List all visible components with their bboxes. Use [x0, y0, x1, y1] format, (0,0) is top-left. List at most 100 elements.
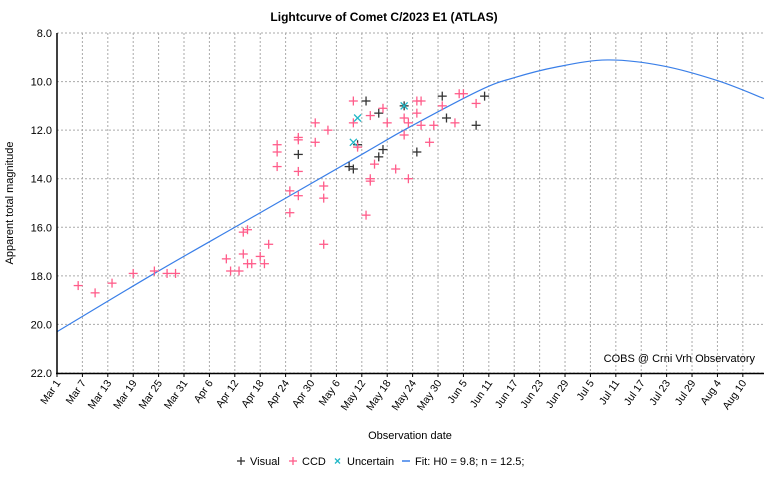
- ccd-point: [450, 118, 460, 128]
- x-tick-label: Mar 1: [38, 378, 63, 407]
- ccd-point: [416, 96, 426, 106]
- ccd-point: [243, 225, 253, 235]
- x-tick-label: May 6: [317, 378, 343, 408]
- ccd-point: [285, 186, 295, 196]
- x-tick-label: Jul 11: [597, 378, 623, 407]
- ccd-point: [272, 147, 282, 157]
- uncertain-point: [400, 101, 409, 110]
- visual-point: [348, 164, 358, 174]
- ccd-point: [247, 259, 257, 269]
- visual-point: [441, 113, 451, 123]
- ccd-point: [323, 125, 333, 135]
- y-axis-label: Apparent total magnitude: [4, 142, 16, 265]
- x-tick-label: Jun 29: [544, 378, 572, 411]
- y-tick-label: 8.0: [37, 28, 52, 40]
- ccd-point: [238, 227, 248, 237]
- ccd-point: [319, 193, 329, 203]
- y-tick-label: 12.0: [31, 125, 52, 137]
- ccd-point: [391, 164, 401, 174]
- ccd-point: [259, 259, 269, 269]
- ccd-point: [293, 191, 303, 201]
- marker-stroke: [400, 101, 409, 110]
- annotation-watermark: COBS @ Crni Vrh Observatory: [604, 353, 756, 365]
- ccd-point: [310, 137, 320, 147]
- x-tick-label: Apr 30: [290, 378, 318, 410]
- marker-stroke: [349, 138, 358, 147]
- visual-point: [361, 96, 371, 106]
- ccd-point: [264, 239, 274, 249]
- grid: [56, 32, 764, 374]
- visual-point: [437, 91, 447, 101]
- visual-point: [293, 149, 303, 159]
- visual-point: [374, 108, 384, 118]
- ccd-point: [425, 137, 435, 147]
- chart-title: Lightcurve of Comet C/2023 E1 (ATLAS): [270, 10, 497, 24]
- ccd-point: [365, 176, 375, 186]
- x-tick-label: Mar 13: [86, 378, 115, 412]
- ccd-point: [365, 111, 375, 121]
- ccd-point: [412, 108, 422, 118]
- ccd-point: [319, 181, 329, 191]
- x-tick-label: May 24: [389, 378, 419, 413]
- ccd-point: [403, 118, 413, 128]
- uncertain-point: [353, 114, 362, 122]
- visual-point: [378, 145, 388, 155]
- marker-stroke: [353, 114, 362, 122]
- x-axis-label: Observation date: [368, 430, 452, 442]
- ccd-point: [90, 288, 100, 298]
- ccd-point: [285, 208, 295, 218]
- x-tick-label: Jun 17: [493, 378, 521, 411]
- ccd-point: [399, 113, 409, 123]
- x-tick-label: Jul 5: [574, 378, 597, 403]
- ccd-point: [272, 162, 282, 172]
- ccd-point: [255, 251, 265, 261]
- uncertain-point: [349, 138, 358, 147]
- ccd-point: [458, 89, 468, 99]
- y-tick-labels: 8.0 10.0 12.0 14.0 16.0 18.0 20.0 22.0: [31, 28, 52, 380]
- legend: Visual CCD Uncertain Fit: H0 = 9.8; n = 12.…: [237, 456, 524, 468]
- y-tick-label: 16.0: [31, 222, 52, 234]
- x-tick-label: Aug 10: [720, 378, 749, 412]
- visual-point: [412, 147, 422, 157]
- ccd-point: [382, 118, 392, 128]
- fit-curve: [56, 59, 765, 333]
- ccd-point: [73, 281, 83, 291]
- ccd-point: [149, 266, 159, 276]
- x-tick-label: Mar 19: [111, 378, 140, 412]
- ccd-point: [399, 130, 409, 140]
- x-tick-label: May 12: [339, 378, 369, 413]
- x-tick-label: Jun 23: [518, 378, 546, 411]
- ccd-point: [238, 249, 248, 259]
- ccd-point: [226, 266, 236, 276]
- ccd-point: [403, 174, 413, 184]
- ccd-point: [370, 159, 380, 169]
- y-tick-label: 18.0: [31, 271, 52, 283]
- ccd-point: [378, 103, 388, 113]
- ccd-point: [353, 142, 363, 152]
- visual-point: [471, 120, 481, 130]
- x-tick-label: Mar 7: [64, 378, 89, 407]
- y-tick-label: 14.0: [31, 174, 52, 186]
- x-tick-label: Apr 6: [192, 378, 216, 406]
- ccd-point: [416, 120, 426, 130]
- x-tick-label: Jun 5: [445, 378, 470, 406]
- ccd-point: [234, 266, 244, 276]
- x-tick-label: Apr 24: [264, 378, 292, 410]
- y-tick-label: 20.0: [31, 319, 52, 331]
- ccd-point: [348, 96, 358, 106]
- x-tick-label: Jul 23: [647, 378, 673, 408]
- fit-line: [56, 59, 765, 333]
- ccd-point: [162, 268, 172, 278]
- x-tick-label: Jun 11: [468, 378, 496, 410]
- data-points: [73, 89, 490, 298]
- legend-label: Fit: H0 = 9.8; n = 12.5;: [415, 456, 524, 468]
- ccd-point: [437, 101, 447, 111]
- x-tick-label: Apr 18: [239, 378, 267, 410]
- legend-cross-icon: [334, 458, 341, 464]
- x-tick-label: May 18: [364, 378, 394, 413]
- x-tick-label: May 30: [415, 378, 445, 413]
- legend-label: Uncertain: [347, 456, 394, 468]
- ccd-point: [128, 268, 138, 278]
